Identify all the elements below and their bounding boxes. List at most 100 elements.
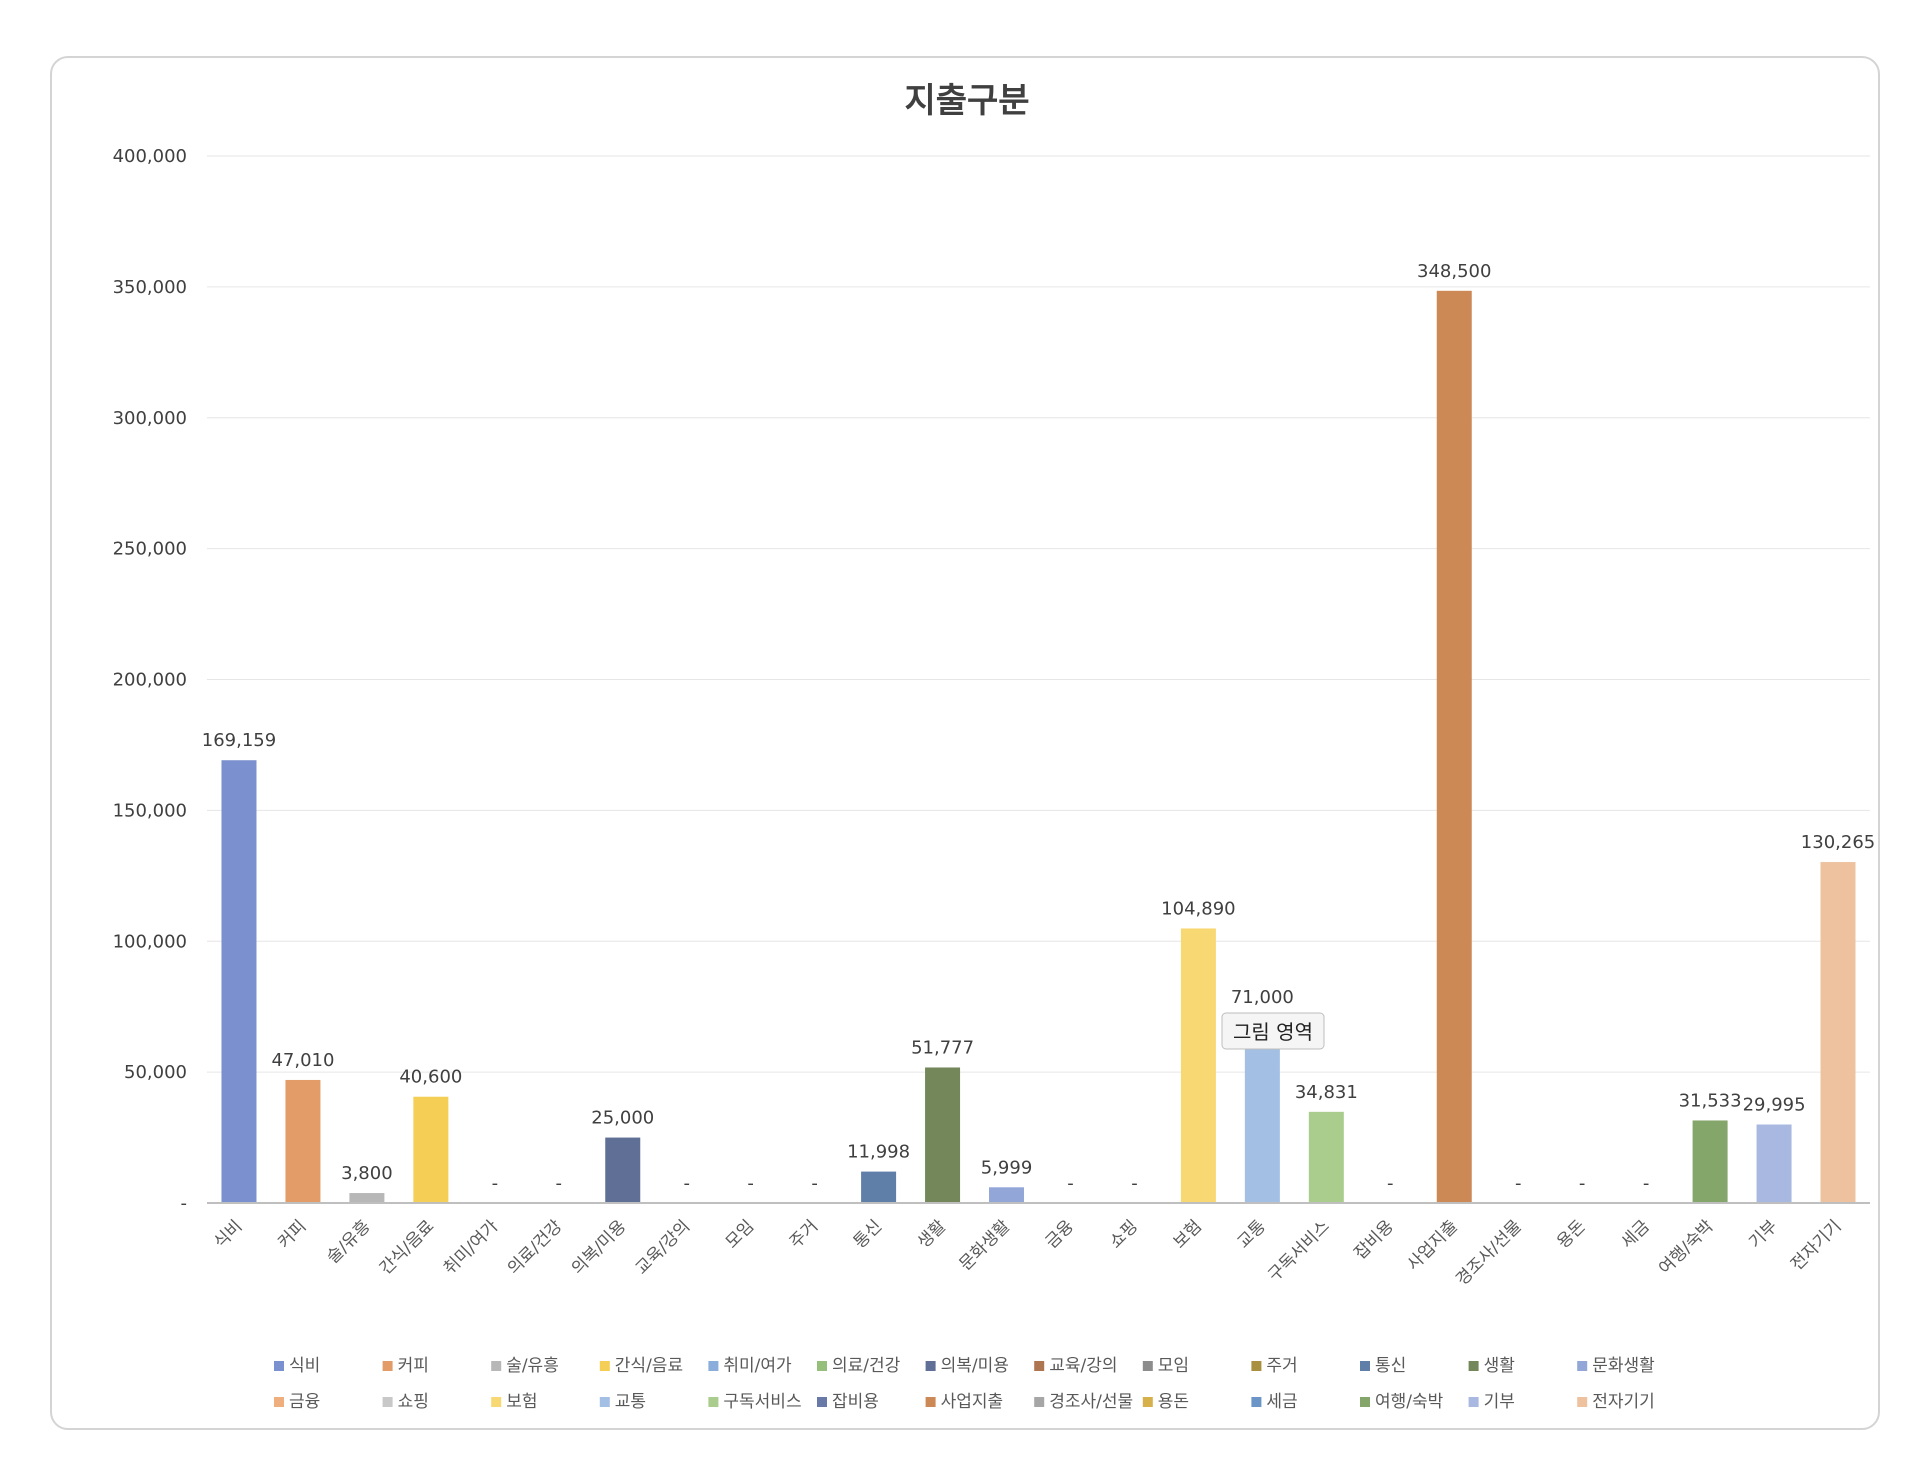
legend-label: 생활 xyxy=(1484,1356,1515,1376)
data-label: 34,831 xyxy=(1295,1082,1358,1103)
data-label: - xyxy=(1131,1173,1138,1194)
data-label: 71,000 xyxy=(1231,987,1294,1008)
data-label: 47,010 xyxy=(271,1050,334,1071)
data-label: - xyxy=(1067,1173,1074,1194)
y-tick-label: 150,000 xyxy=(113,800,187,821)
data-label: 11,998 xyxy=(847,1142,910,1163)
x-axis-ticks: 식비 커피 술/유흥 간식/음료 취미/여가 의료/건강 의복/미용 교육/강의 모임 주거 통신 생… xyxy=(210,1216,1845,1290)
x-tick-label: 생활 xyxy=(914,1216,950,1252)
legend-label: 커피 xyxy=(398,1356,429,1376)
bar xyxy=(1308,1111,1344,1203)
gridlines xyxy=(207,155,1870,1073)
x-tick-label: 구독서비스 xyxy=(1264,1216,1333,1285)
data-label: - xyxy=(811,1173,818,1194)
legend-item: 의복/미용 xyxy=(925,1356,1009,1376)
x-tick-label: 주거 xyxy=(786,1216,822,1252)
legend-swatch xyxy=(1034,1397,1045,1407)
legend-label: 간식/음료 xyxy=(615,1356,683,1376)
x-tick-label: 잡비용 xyxy=(1351,1216,1398,1263)
legend-label: 식비 xyxy=(289,1356,320,1376)
data-label: - xyxy=(1579,1173,1586,1194)
legend-label: 여행/숙박 xyxy=(1375,1392,1444,1412)
data-label: - xyxy=(683,1173,690,1194)
plot-area-tooltip: 그림 영역 xyxy=(1221,1012,1325,1050)
legend-swatch xyxy=(599,1397,610,1407)
x-tick-label: 사업지출 xyxy=(1403,1216,1461,1274)
bar xyxy=(285,1079,321,1203)
x-tick-label: 문화생활 xyxy=(956,1216,1014,1274)
y-tick-label: 250,000 xyxy=(113,539,187,560)
legend-item: 교통 xyxy=(599,1392,646,1412)
x-tick-label: 취미/여가 xyxy=(440,1216,503,1279)
legend-label: 통신 xyxy=(1375,1356,1406,1376)
data-label: 104,890 xyxy=(1161,898,1235,919)
data-label: 348,500 xyxy=(1417,261,1491,282)
legend-label: 용돈 xyxy=(1158,1392,1189,1412)
bar xyxy=(925,1067,961,1203)
legend-swatch xyxy=(1577,1361,1588,1371)
legend-item: 생활 xyxy=(1468,1356,1515,1376)
bar xyxy=(1820,862,1856,1203)
legend-item: 식비 xyxy=(274,1356,320,1376)
legend-label: 문화생활 xyxy=(1592,1356,1655,1376)
bar xyxy=(221,760,257,1203)
legend-swatch xyxy=(817,1361,827,1371)
y-tick-label: 400,000 xyxy=(113,146,187,167)
legend-swatch xyxy=(708,1397,719,1407)
legend-label: 술/유흥 xyxy=(506,1356,559,1376)
data-label: - xyxy=(1387,1173,1394,1194)
bar xyxy=(1180,928,1216,1203)
legend-item: 세금 xyxy=(1251,1392,1298,1412)
bar xyxy=(1692,1120,1728,1203)
y-axis-ticks: - 50,000 100,000 150,000 200,000 250,000 300,0… xyxy=(113,146,187,1214)
data-label: 25,000 xyxy=(591,1108,654,1129)
legend-item: 전자기기 xyxy=(1577,1392,1655,1412)
x-tick-label: 세금 xyxy=(1617,1216,1653,1252)
legend-label: 세금 xyxy=(1266,1392,1297,1412)
chart-title: 지출구분 xyxy=(904,81,1029,121)
data-label: 51,777 xyxy=(911,1037,974,1058)
data-label: 130,265 xyxy=(1801,832,1875,853)
y-tick-label: - xyxy=(181,1193,188,1214)
legend-swatch xyxy=(1142,1361,1153,1371)
legend-item: 취미/여가 xyxy=(708,1356,792,1376)
legend-item: 문화생활 xyxy=(1577,1356,1655,1376)
legend-item: 의료/건강 xyxy=(817,1356,901,1376)
legend-swatch xyxy=(1360,1397,1370,1407)
legend-swatch xyxy=(274,1397,284,1407)
legend-label: 교육/강의 xyxy=(1049,1356,1117,1376)
legend-label: 취미/여가 xyxy=(723,1356,792,1376)
legend-label: 쇼핑 xyxy=(398,1392,429,1412)
legend-swatch xyxy=(491,1397,502,1407)
x-tick-label: 기부 xyxy=(1745,1216,1781,1252)
x-tick-label: 모임 xyxy=(722,1216,758,1252)
data-label: 5,999 xyxy=(981,1157,1033,1178)
data-label: - xyxy=(556,1173,563,1194)
legend-item: 주거 xyxy=(1251,1356,1298,1376)
legend-label: 사업지출 xyxy=(941,1392,1004,1412)
legend-label: 잡비용 xyxy=(832,1392,879,1412)
bar xyxy=(605,1137,641,1203)
legend-item: 술/유흥 xyxy=(491,1356,559,1376)
bar xyxy=(349,1193,385,1203)
legend-swatch xyxy=(382,1397,393,1407)
legend-item: 여행/숙박 xyxy=(1360,1392,1444,1412)
legend-label: 경조사/선물 xyxy=(1049,1392,1133,1412)
x-tick-label: 통신 xyxy=(850,1216,886,1252)
x-tick-label: 교육/강의 xyxy=(632,1216,694,1278)
legend-label: 교통 xyxy=(615,1392,646,1412)
legend-swatch xyxy=(1251,1361,1262,1371)
bar xyxy=(989,1187,1025,1203)
y-tick-label: 350,000 xyxy=(113,277,187,298)
y-tick-label: 300,000 xyxy=(113,408,187,429)
data-label: 31,533 xyxy=(1679,1090,1742,1111)
tooltip-text: 그림 영역 xyxy=(1233,1020,1313,1044)
legend-swatch xyxy=(1142,1397,1153,1407)
legend-item: 커피 xyxy=(382,1356,429,1376)
x-tick-label: 식비 xyxy=(210,1216,246,1252)
x-tick-label: 경조사/선물 xyxy=(1452,1216,1525,1289)
legend-item: 쇼핑 xyxy=(382,1392,429,1412)
legend: 식비 커피 술/유흥 간식/음료 취미/여가 의료/건강 의복/미용 교육/강의 모임 주거 통신 생… xyxy=(274,1356,1655,1412)
chart-frame: 지출구분 - 50,000 100,000 150,000 200,000 250,000… xyxy=(50,56,1880,1430)
data-label: - xyxy=(1515,1173,1522,1194)
